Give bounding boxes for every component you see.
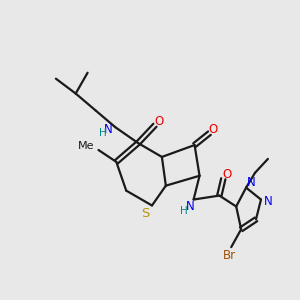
Text: S: S xyxy=(141,207,149,220)
Text: N: N xyxy=(263,195,272,208)
Text: O: O xyxy=(209,123,218,136)
Text: Me: Me xyxy=(78,141,95,151)
Text: Br: Br xyxy=(223,248,236,262)
Text: H: H xyxy=(180,206,188,216)
Text: O: O xyxy=(154,115,164,128)
Text: N: N xyxy=(104,123,113,136)
Text: H: H xyxy=(99,128,106,138)
Text: N: N xyxy=(247,176,255,189)
Text: O: O xyxy=(223,168,232,181)
Text: N: N xyxy=(186,200,195,213)
